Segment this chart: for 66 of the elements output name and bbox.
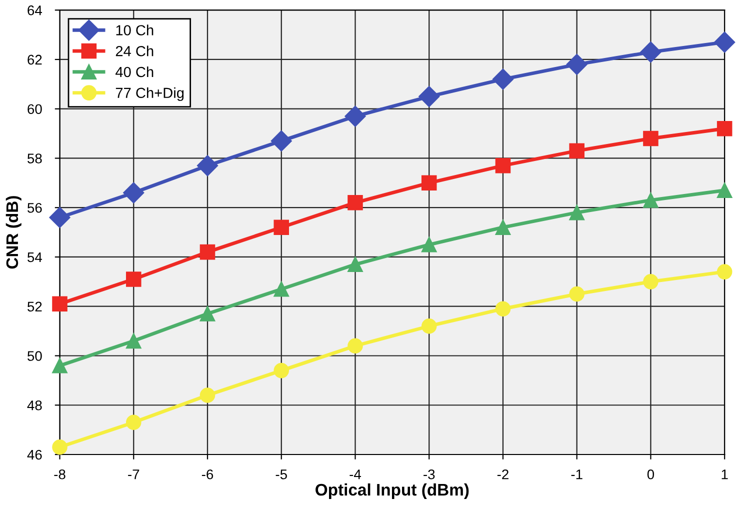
point [52,358,68,374]
y-tick-label: 52 [28,302,42,312]
x-tick-label: -6 [202,469,214,480]
y-axis-title: CNR (dB) [6,196,22,269]
x-tick-label: 0 [647,469,654,480]
point [643,130,658,146]
point [421,175,437,191]
legend-label: 40 Ch [116,66,154,78]
x-tick-label: -1 [571,470,582,480]
point [569,143,584,158]
point [714,32,736,53]
point [640,42,662,63]
point [716,120,732,136]
point [123,182,144,204]
point [495,301,511,316]
point [569,204,584,220]
point [421,318,437,334]
point [52,296,68,312]
y-tick-label: 60 [28,104,42,114]
point [643,192,658,208]
point [495,158,511,174]
x-tick-label: -2 [497,469,508,480]
x-tick-label: -5 [276,470,287,480]
y-tick-label: 54 [28,252,42,262]
point [495,220,511,235]
point [200,306,216,322]
y-tick-label: 46 [27,450,42,460]
x-tick-label: -4 [350,470,362,480]
legend-label: 77 Ch+Dig [116,87,184,101]
point [348,338,363,354]
point [274,362,290,378]
point [270,130,292,152]
y-tick-label: 64 [28,5,42,16]
point [274,281,290,297]
x-tick-label: -7 [128,470,140,480]
x-tick-label: -3 [424,469,435,480]
point [126,333,142,349]
y-tick-label: 56 [28,202,42,213]
point [418,86,440,108]
point [716,264,732,280]
y-tick-label: 62 [28,54,42,65]
point [52,439,68,455]
point [126,414,142,430]
legend-label: 24 Ch [116,46,154,56]
y-tick-label: 50 [28,351,42,361]
point [492,68,514,90]
y-tick-label: 58 [28,154,42,164]
x-tick-label: 1 [722,470,728,480]
point [126,272,142,287]
y-tick-label: 48 [27,400,42,410]
x-axis-title: Optical Input (dBm) [316,483,469,499]
point [716,182,732,198]
point [569,286,584,302]
point [274,220,290,235]
point [348,256,363,272]
point [200,244,216,260]
point [566,54,588,75]
point [196,155,218,176]
point [49,206,70,228]
point [643,274,658,290]
point [348,195,363,210]
point [421,237,437,252]
point [344,106,366,127]
legend-label: 10 Ch [116,24,154,36]
point [200,388,216,403]
x-tick-label: -8 [54,469,66,480]
